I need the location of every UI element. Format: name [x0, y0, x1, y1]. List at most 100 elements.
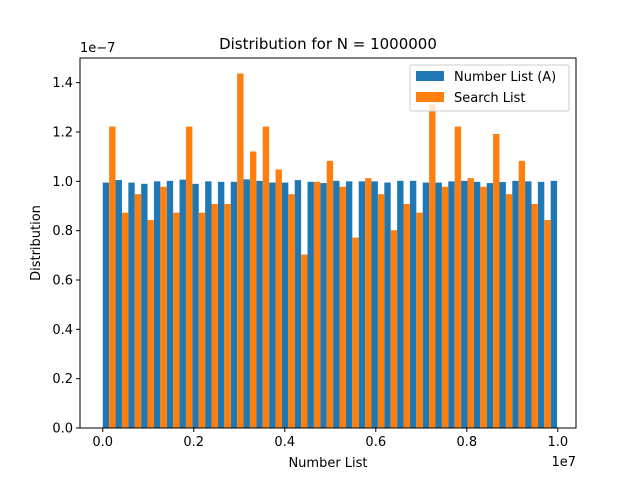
bar-number-list-a-26	[435, 182, 442, 428]
bar-number-list-a-0	[102, 182, 110, 428]
x-axis-label: Number List	[288, 456, 367, 471]
y-tick-label: 0.0	[52, 422, 73, 437]
legend-box	[409, 64, 570, 112]
bar-number-list-a-11	[243, 179, 250, 428]
bars-layer	[102, 73, 558, 429]
bar-search-list-2	[134, 194, 142, 428]
bar-number-list-a-2	[128, 182, 135, 428]
bar-number-list-a-3	[141, 183, 148, 428]
bar-search-list-11	[249, 151, 257, 429]
x-tick-label: 0.2	[183, 435, 204, 450]
y-tick-label: 1.0	[52, 175, 73, 190]
x-tick-label: 0.8	[456, 435, 477, 450]
bar-search-list-23	[403, 204, 410, 428]
bar-number-list-a-29	[473, 181, 481, 428]
y-offset-text: 1e−7	[80, 41, 115, 56]
legend-label-number-list: Number List (A)	[454, 70, 556, 85]
y-tick-label: 1.2	[52, 126, 73, 141]
bar-number-list-a-25	[422, 182, 430, 428]
x-tick-label: 0.0	[92, 435, 113, 450]
bar-number-list-a-8	[205, 181, 212, 428]
legend-label-search-list: Search List	[454, 91, 526, 106]
legend-swatch-search-list	[416, 92, 444, 102]
bar-number-list-a-20	[358, 181, 366, 428]
bar-number-list-a-6	[179, 179, 186, 428]
x-tick-label: 0.6	[365, 435, 386, 450]
bar-search-list-21	[377, 194, 385, 428]
bar-search-list-19	[352, 237, 359, 428]
bar-number-list-a-31	[499, 182, 506, 428]
bar-number-list-a-16	[307, 181, 314, 428]
bar-number-list-a-1	[115, 180, 122, 428]
bar-search-list-5	[173, 212, 180, 428]
bar-search-list-12	[262, 126, 270, 428]
bar-number-list-a-15	[294, 180, 302, 428]
bar-search-list-33	[531, 204, 538, 428]
bar-number-list-a-12	[256, 180, 263, 428]
bar-number-list-a-35	[550, 180, 558, 428]
y-ticks: 0.0 0.2 0.4 0.6 0.8 1.0 1.2 1.4	[52, 76, 80, 437]
bar-search-list-29	[480, 186, 487, 428]
x-tick-label: 0.4	[274, 435, 295, 450]
x-ticks: 0.0 0.2 0.4 0.6 0.8 1.0	[92, 428, 568, 450]
bar-search-list-31	[505, 194, 513, 428]
bar-search-list-28	[467, 178, 474, 428]
bar-number-list-a-21	[371, 181, 378, 428]
bar-number-list-a-4	[153, 181, 161, 428]
bar-search-list-3	[147, 220, 154, 428]
bar-number-list-a-23	[397, 180, 404, 428]
bar-search-list-9	[224, 204, 231, 428]
bar-search-list-26	[441, 186, 449, 428]
bar-number-list-a-27	[448, 181, 455, 428]
bar-search-list-20	[365, 178, 372, 428]
bar-number-list-a-13	[269, 182, 276, 428]
legend-swatch-number-list	[416, 71, 444, 81]
y-tick-label: 0.2	[52, 372, 73, 387]
bar-number-list-a-5	[166, 180, 174, 428]
bar-search-list-32	[518, 160, 526, 429]
bar-number-list-a-22	[384, 182, 391, 428]
bar-number-list-a-24	[409, 180, 417, 428]
y-tick-label: 0.4	[52, 323, 73, 338]
bar-search-list-14	[288, 194, 295, 428]
bar-number-list-a-19	[345, 181, 353, 428]
bar-number-list-a-18	[333, 180, 340, 428]
bar-search-list-16	[313, 181, 321, 428]
bar-search-list-10	[237, 73, 244, 428]
bar-search-list-0	[109, 126, 116, 428]
bar-number-list-a-7	[192, 183, 199, 428]
y-tick-label: 0.6	[52, 274, 73, 289]
bar-search-list-4	[160, 186, 167, 428]
chart-title: Distribution for N = 1000000	[219, 35, 437, 53]
y-axis-label: Distribution	[29, 205, 44, 281]
bar-search-list-18	[339, 186, 346, 428]
bar-number-list-a-14	[281, 182, 289, 428]
bar-number-list-a-9	[217, 181, 225, 428]
y-tick-label: 1.4	[52, 76, 73, 91]
bar-search-list-6	[185, 126, 193, 428]
bar-search-list-15	[301, 254, 308, 428]
x-offset-text: 1e7	[551, 455, 576, 470]
bar-search-list-1	[121, 212, 129, 428]
plot-frame	[79, 57, 577, 429]
bar-search-list-30	[493, 133, 500, 428]
legend: Number List (A) Search List	[409, 64, 570, 112]
bar-number-list-a-34	[537, 181, 545, 428]
bar-search-list-22	[390, 230, 398, 428]
x-tick-label: 1.0	[547, 435, 568, 450]
bar-search-list-7	[198, 212, 206, 428]
bar-search-list-17	[326, 160, 334, 429]
bar-search-list-27	[454, 126, 462, 428]
y-tick-label: 0.8	[52, 224, 73, 239]
bar-search-list-24	[416, 212, 423, 428]
axes-layer	[79, 57, 577, 429]
bar-number-list-a-10	[230, 181, 238, 428]
bar-number-list-a-33	[525, 181, 532, 428]
bar-search-list-8	[211, 204, 218, 428]
bar-search-list-13	[275, 169, 282, 429]
bar-number-list-a-17	[320, 183, 327, 428]
bar-search-list-34	[544, 220, 551, 428]
bar-number-list-a-28	[461, 180, 468, 428]
